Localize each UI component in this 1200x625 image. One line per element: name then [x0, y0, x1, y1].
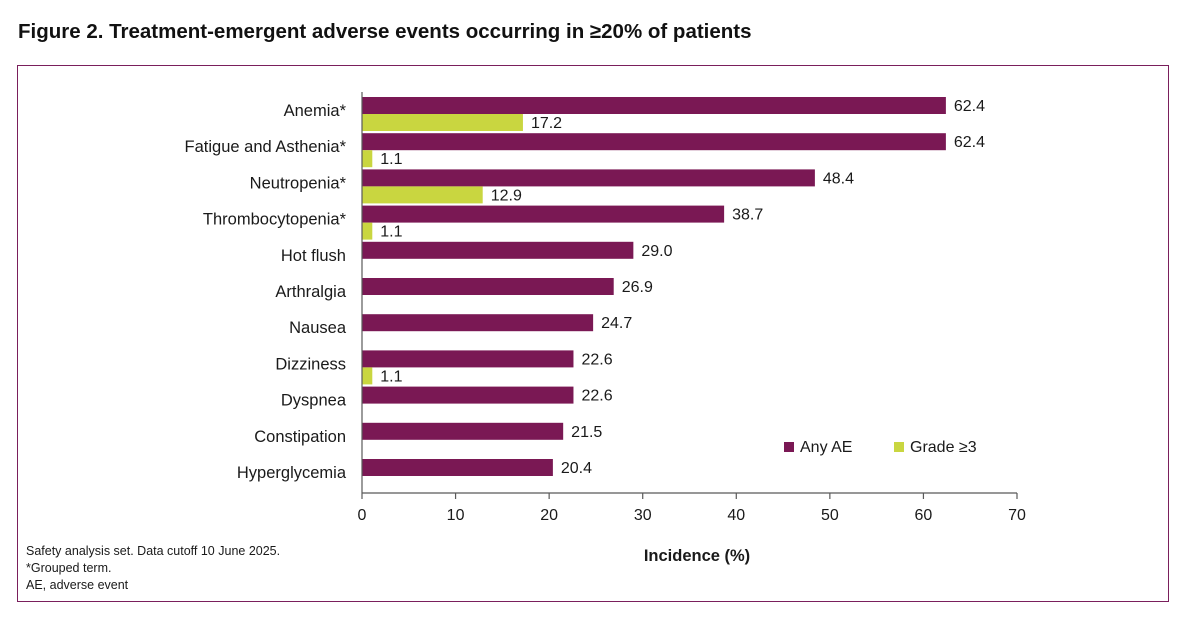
bar-grade3-dizziness [362, 367, 373, 385]
bar-any-ae-dyspnea [362, 386, 574, 404]
x-tick-label-20: 20 [540, 507, 558, 524]
bar-grade3-thrombocytopenia [362, 222, 373, 240]
value-label-any-ae-dyspnea: 22.6 [581, 388, 612, 405]
value-label-any-ae-dizziness: 22.6 [581, 351, 612, 368]
bars-layer [362, 97, 946, 476]
bar-any-ae-hyperglycemia [362, 459, 553, 476]
bar-any-ae-constipation [362, 422, 564, 440]
category-label-hot-flush: Hot flush [281, 247, 346, 265]
value-label-grade3-neutropenia: 12.9 [491, 187, 522, 204]
bar-grade3-anemia [362, 114, 523, 131]
x-axis-title: Incidence (%) [644, 547, 750, 565]
legend-label-grade3: Grade ≥3 [910, 439, 977, 456]
x-tick-label-50: 50 [821, 507, 839, 524]
value-label-any-ae-arthralgia: 26.9 [622, 279, 653, 296]
value-label-any-ae-hyperglycemia: 20.4 [561, 460, 592, 477]
value-label-any-ae-nausea: 24.7 [601, 315, 632, 332]
bar-any-ae-thrombocytopenia [362, 205, 725, 223]
footnote-abbreviation: AE, adverse event [26, 578, 129, 592]
bar-any-ae-nausea [362, 314, 594, 332]
legend-label-any-ae: Any AE [800, 439, 852, 456]
x-tick-label-0: 0 [358, 507, 367, 524]
legend-swatch-any-ae [784, 442, 794, 452]
chart-frame [17, 65, 1169, 602]
bar-any-ae-arthralgia [362, 278, 614, 295]
x-tick-label-30: 30 [634, 507, 652, 524]
value-label-grade3-thrombocytopenia: 1.1 [380, 224, 402, 241]
value-label-any-ae-thrombocytopenia: 38.7 [732, 207, 763, 224]
bar-grade3-fatigue-and-asthenia [362, 150, 373, 168]
category-label-dizziness: Dizziness [275, 355, 346, 373]
labels-layer: Anemia* 62.4 17.2 Fatigue and Asthenia* 62.4… [185, 98, 986, 482]
category-label-anemia: Anemia* [284, 102, 347, 120]
value-label-any-ae-hot-flush: 29.0 [641, 243, 672, 260]
x-axis: 0 10 20 30 40 50 60 70 Incidence (%) [358, 92, 1026, 565]
category-label-arthralgia: Arthralgia [275, 283, 346, 301]
value-label-grade3-dizziness: 1.1 [380, 368, 402, 385]
x-tick-label-70: 70 [1008, 507, 1026, 524]
value-label-grade3-fatigue-and-asthenia: 1.1 [380, 151, 402, 168]
bar-grade3-neutropenia [362, 186, 483, 204]
value-label-any-ae-neutropenia: 48.4 [823, 170, 854, 187]
value-label-any-ae-constipation: 21.5 [571, 424, 602, 441]
footnote-data-cutoff: Safety analysis set. Data cutoff 10 June… [26, 544, 281, 558]
x-tick-label-10: 10 [447, 507, 465, 524]
bar-any-ae-anemia [362, 97, 946, 114]
value-label-any-ae-anemia: 62.4 [954, 98, 985, 115]
bar-any-ae-neutropenia [362, 169, 815, 187]
footnote-grouped-term: *Grouped term. [26, 561, 112, 575]
legend: Any AE Grade ≥3 [784, 439, 977, 456]
category-label-constipation: Constipation [254, 428, 346, 446]
category-label-thrombocytopenia: Thrombocytopenia* [203, 211, 347, 229]
category-label-fatigue-and-asthenia: Fatigue and Asthenia* [185, 138, 347, 156]
x-tick-label-60: 60 [915, 507, 933, 524]
category-label-neutropenia: Neutropenia* [250, 174, 347, 192]
bar-any-ae-hot-flush [362, 241, 634, 259]
figure-title: Figure 2. Treatment-emergent adverse eve… [18, 20, 752, 43]
bar-any-ae-fatigue-and-asthenia [362, 133, 946, 151]
category-label-hyperglycemia: Hyperglycemia [237, 464, 347, 482]
footnotes: Safety analysis set. Data cutoff 10 June… [26, 543, 280, 594]
x-tick-label-40: 40 [727, 507, 745, 524]
category-label-nausea: Nausea [289, 319, 347, 337]
value-label-grade3-anemia: 17.2 [531, 115, 562, 132]
value-label-any-ae-fatigue-and-asthenia: 62.4 [954, 134, 985, 151]
category-label-dyspnea: Dyspnea [281, 392, 347, 410]
bar-any-ae-dizziness [362, 350, 574, 368]
legend-swatch-grade3 [894, 442, 904, 452]
